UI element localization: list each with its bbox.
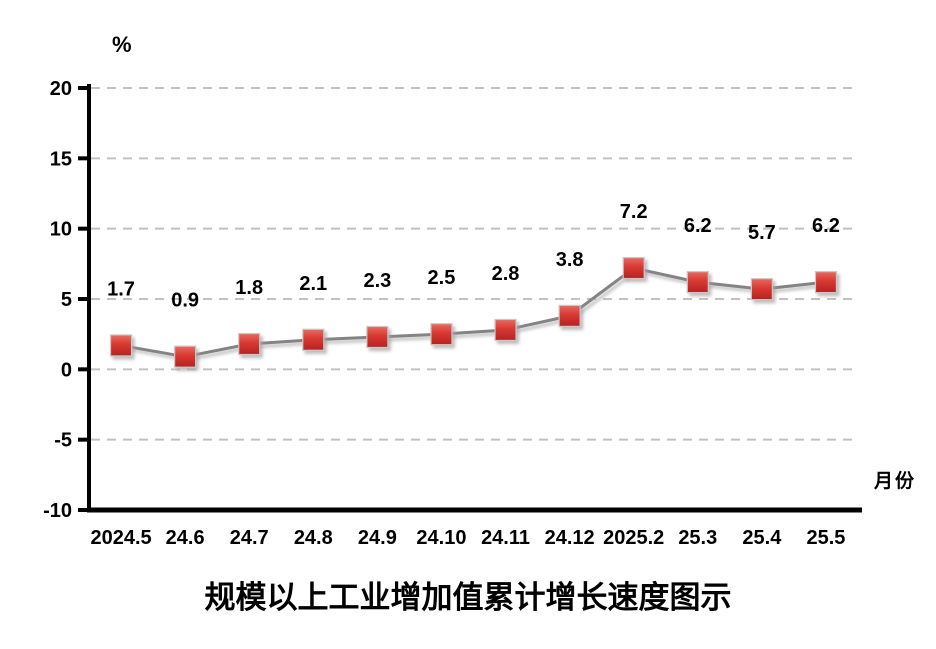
x-axis-unit-label: 月份 (874, 471, 917, 492)
data-point-marker (558, 304, 581, 327)
y-tick-label: 20 (50, 78, 72, 100)
series-line (120, 266, 827, 359)
x-tick-label: 24.9 (358, 527, 397, 549)
y-tick-label: 10 (50, 219, 72, 241)
x-tick-label: 24.8 (294, 527, 333, 549)
data-point-label: 7.2 (620, 201, 648, 223)
y-tick-label: 5 (61, 289, 72, 311)
chart-title: 规模以上工业增加值累计增长速度图示 (204, 580, 732, 616)
data-point-marker (174, 345, 197, 368)
data-point-marker (686, 271, 709, 294)
y-tick-label: 0 (61, 359, 72, 381)
data-point-marker (814, 271, 838, 294)
x-tick-label: 24.12 (545, 527, 595, 549)
x-tick-label: 25.5 (806, 527, 845, 549)
data-point-marker (238, 332, 261, 356)
x-tick-label: 2025.2 (603, 527, 664, 549)
data-point-label: 5.7 (748, 222, 776, 244)
data-point-label: 1.7 (107, 278, 135, 300)
data-point-marker (622, 256, 645, 280)
y-tick-label: -10 (43, 500, 72, 522)
data-point-marker (366, 325, 389, 349)
x-tick-label: 24.6 (166, 527, 205, 549)
x-tick-label: 25.4 (742, 527, 782, 549)
x-tick-label: 25.3 (678, 527, 717, 549)
data-point-label: 0.9 (171, 290, 199, 312)
labels-layer: -10 -5 0 5 10 15 20 2024.5 24.6 24.7 24.8 24.9 24.10… (43, 78, 845, 549)
data-point-marker (494, 318, 517, 342)
data-point-label: 3.8 (556, 249, 584, 271)
x-tick-label: 24.10 (416, 527, 466, 549)
data-point-marker (430, 323, 453, 346)
gridlines-layer (91, 87, 858, 441)
data-point-label: 2.8 (492, 263, 520, 285)
x-tick-label: 24.7 (230, 527, 269, 549)
y-tick-label: -5 (54, 430, 72, 452)
data-point-label: 2.3 (363, 270, 391, 292)
x-tick-label: 2024.5 (90, 527, 151, 549)
data-point-label: 1.8 (235, 277, 263, 299)
axes-layer (78, 84, 862, 513)
y-axis-unit-label: % (112, 32, 132, 57)
data-point-label: 6.2 (684, 215, 712, 237)
data-point-marker (109, 334, 133, 357)
series-line-group (120, 266, 827, 359)
x-tick-label: 24.11 (481, 527, 530, 549)
y-tick-label: 15 (50, 148, 72, 170)
data-point-label: 2.5 (428, 267, 456, 289)
series-layer (109, 256, 838, 368)
data-point-marker (750, 278, 773, 301)
data-point-marker (302, 328, 325, 351)
data-point-label: 6.2 (812, 215, 840, 237)
data-point-label: 2.1 (299, 273, 327, 295)
